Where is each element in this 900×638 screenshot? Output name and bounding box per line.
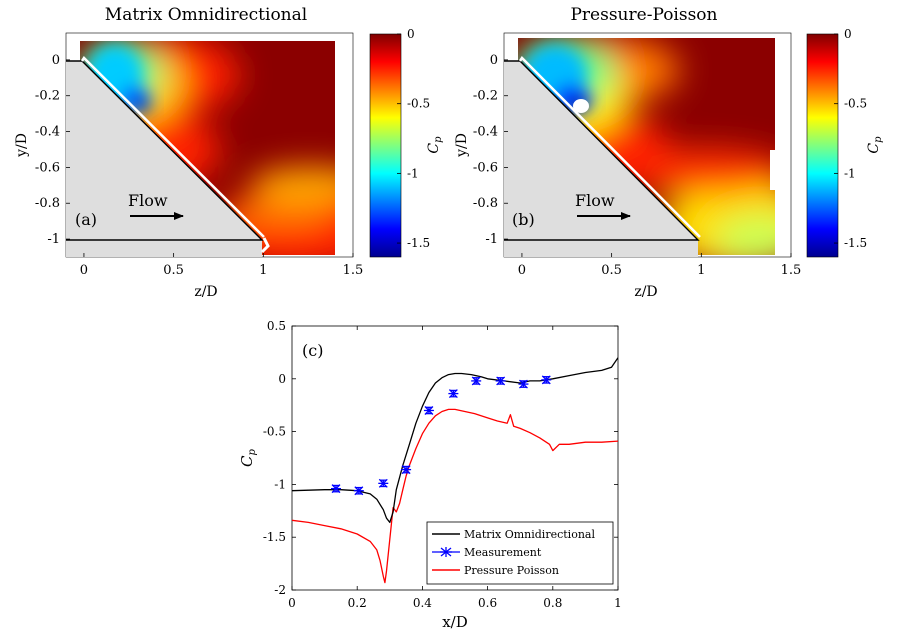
colorbar-tick-label: -1 <box>407 166 419 180</box>
measurement-point <box>471 376 482 386</box>
panel-b-axes: 0 0.5 1 1.5 0 -0.2 -0.4 -0.6 -0.8 -1 <box>473 53 801 278</box>
panel-c-legend: Matrix Omnidirectional Measurement Press… <box>426 521 614 585</box>
y-tick-label: -1.5 <box>263 530 286 544</box>
panel-a-colorbar-ticks: 0 -0.5 -1 -1.5 <box>397 27 430 250</box>
panel-a-flow-label: Flow <box>128 191 168 210</box>
panel-b-flow-label: Flow <box>575 191 615 210</box>
panel-c-xlabel: x/D <box>442 613 468 631</box>
measurement-point <box>541 375 552 385</box>
x-tick-label: 1.5 <box>343 263 364 278</box>
y-tick-label: -0.2 <box>473 89 498 104</box>
measurement-point <box>518 379 529 389</box>
colorbar-tick-label: -1.5 <box>407 236 430 250</box>
y-tick-label: -0.8 <box>473 196 498 211</box>
measurement-point <box>353 486 364 496</box>
x-tick-label: 0 <box>518 263 526 278</box>
panel-c-axes: 0 0.2 0.4 0.6 0.8 1 0.5 0 -0.5 -1 -1.5 -2 <box>263 319 622 610</box>
measurement-point <box>423 406 434 415</box>
measurement-point <box>448 389 459 399</box>
panel-b-title: Pressure-Poisson <box>570 5 717 25</box>
panel-b-label: (b) <box>512 210 535 229</box>
y-tick-label: -0.8 <box>35 196 60 211</box>
y-tick-label: -0.2 <box>35 89 60 104</box>
panel-a-xlabel: z/D <box>194 284 217 300</box>
measurement-point <box>331 484 342 494</box>
x-tick-label: 1.5 <box>781 263 802 278</box>
panel-a-colorbar <box>369 33 402 258</box>
y-tick-label: -0.4 <box>473 125 498 140</box>
panel-b-body <box>504 61 698 257</box>
panel-a-colorbar-label: Cp <box>426 136 444 154</box>
legend-label-poisson: Pressure Poisson <box>464 564 559 577</box>
colorbar-tick-label: 0 <box>407 27 415 41</box>
y-tick-label: -0.5 <box>263 425 286 439</box>
panel-b-colorbar <box>806 33 839 258</box>
panel-a-body <box>66 61 262 257</box>
panel-c-ylabel: Cp <box>238 448 258 466</box>
y-tick-label: -1 <box>485 232 498 247</box>
y-tick-label: 0 <box>52 53 60 68</box>
x-tick-label: 1 <box>259 263 267 278</box>
panel-c-measurements <box>331 375 552 496</box>
x-tick-label: 0.4 <box>413 596 432 610</box>
x-tick-label: 0.5 <box>601 263 622 278</box>
panel-b-xlabel: z/D <box>634 284 657 300</box>
colorbar-tick-label: 0 <box>844 27 852 41</box>
panel-a-axes: 0 0.5 1 1.5 0 -0.2 -0.4 -0.6 -0.8 -1 <box>35 53 363 278</box>
panel-b-body-edge <box>504 60 700 241</box>
x-tick-label: 0.5 <box>163 263 184 278</box>
panel-a-title: Matrix Omnidirectional <box>105 5 307 25</box>
x-tick-label: 1 <box>614 596 622 610</box>
legend-label-matrix: Matrix Omnidirectional <box>464 528 595 541</box>
series-line-pressure-poisson <box>292 408 618 584</box>
measurement-point <box>495 376 506 386</box>
panel-a-label: (a) <box>75 210 97 229</box>
legend-label-measurement: Measurement <box>464 546 542 559</box>
measurement-point <box>401 465 412 475</box>
x-tick-label: 0 <box>288 596 296 610</box>
y-tick-label: -1 <box>274 477 286 491</box>
y-tick-label: 0 <box>490 53 498 68</box>
y-tick-label: -0.4 <box>35 125 60 140</box>
panel-c: 0 0.2 0.4 0.6 0.8 1 0.5 0 -0.5 -1 -1.5 -2 (c) x/D C… <box>238 319 622 631</box>
y-tick-label: -1 <box>47 232 60 247</box>
legend-marker-measurement <box>440 547 452 557</box>
y-tick-label: -0.6 <box>35 160 60 175</box>
panel-a-ylabel: y/D <box>14 133 30 158</box>
panel-b-ylabel: y/D <box>454 133 470 158</box>
panel-a-body-edge <box>66 60 264 241</box>
x-tick-label: 0.2 <box>348 596 367 610</box>
y-tick-label: -2 <box>274 583 286 597</box>
colorbar-tick-label: -1.5 <box>844 236 867 250</box>
y-tick-label: 0 <box>278 372 286 386</box>
panel-b-colorbar-ticks: 0 -0.5 -1 -1.5 <box>834 27 867 250</box>
colorbar-tick-label: -0.5 <box>407 97 430 111</box>
x-tick-label: 0.6 <box>478 596 497 610</box>
panel-b-colorbar-label: Cp <box>866 136 884 154</box>
colorbar-tick-label: -1 <box>844 166 856 180</box>
x-tick-label: 0.8 <box>543 596 562 610</box>
y-tick-label: -0.6 <box>473 160 498 175</box>
y-tick-label: 0.5 <box>267 319 286 333</box>
measurement-point <box>378 478 389 488</box>
colorbar-tick-label: -0.5 <box>844 97 867 111</box>
panel-c-label: (c) <box>302 341 323 360</box>
x-tick-label: 1 <box>697 263 705 278</box>
panel-a: Matrix Omnidirectional <box>14 5 444 300</box>
x-tick-label: 0 <box>80 263 88 278</box>
panel-b: Pressure-Poisson (b) <box>454 5 884 300</box>
